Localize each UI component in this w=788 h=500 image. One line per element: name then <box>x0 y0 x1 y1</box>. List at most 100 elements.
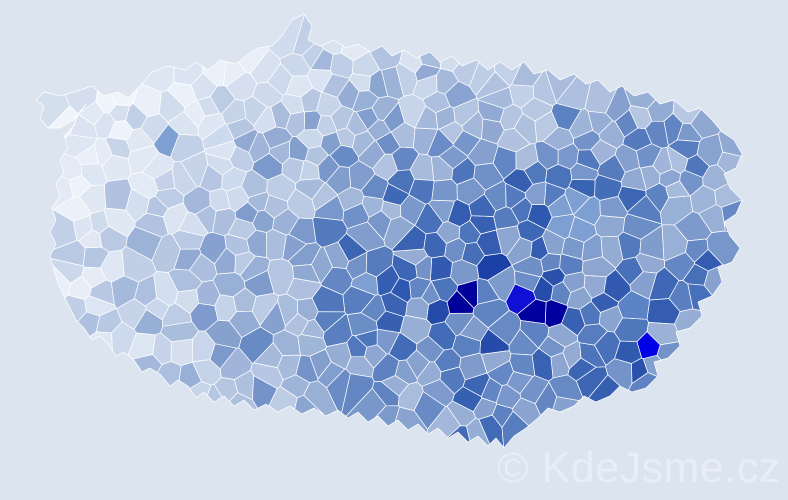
district-region[interactable] <box>414 105 439 130</box>
district-region[interactable] <box>493 61 522 87</box>
district-region[interactable] <box>476 277 500 305</box>
district-region[interactable] <box>111 88 138 107</box>
district-region[interactable] <box>540 253 561 273</box>
district-region[interactable] <box>380 375 410 397</box>
district-region[interactable] <box>374 405 400 427</box>
district-region[interactable] <box>296 297 319 322</box>
district-region[interactable] <box>153 271 179 307</box>
district-region[interactable] <box>192 359 222 386</box>
district-region[interactable] <box>228 310 261 338</box>
district-region[interactable] <box>581 256 617 278</box>
district-region[interactable] <box>330 105 355 132</box>
district-region[interactable] <box>282 233 307 262</box>
district-region[interactable] <box>519 375 550 404</box>
district-region[interactable] <box>206 383 223 403</box>
district-region[interactable] <box>166 82 197 108</box>
district-mid-blue-ne[interactable] <box>564 186 591 215</box>
district-region[interactable] <box>228 392 258 411</box>
district-region[interactable] <box>250 362 284 389</box>
district-region[interactable] <box>452 59 480 87</box>
district-region[interactable] <box>238 326 274 364</box>
district-region[interactable] <box>506 237 533 266</box>
district-region[interactable] <box>458 220 481 245</box>
district-region[interactable] <box>320 39 344 55</box>
district-region[interactable] <box>703 264 726 296</box>
district-region[interactable] <box>94 137 113 167</box>
district-region[interactable] <box>477 86 514 109</box>
district-region[interactable] <box>35 91 71 129</box>
district-region[interactable] <box>63 134 98 158</box>
district-region[interactable] <box>372 153 398 181</box>
district-region[interactable] <box>167 111 199 136</box>
district-region[interactable] <box>225 71 258 102</box>
district-region[interactable] <box>527 204 553 230</box>
district-region[interactable] <box>64 294 87 323</box>
district-region[interactable] <box>195 205 217 234</box>
district-region[interactable] <box>341 373 375 417</box>
district-region[interactable] <box>587 374 621 403</box>
district-region[interactable] <box>234 201 259 224</box>
district-region[interactable] <box>368 69 389 99</box>
district-region[interactable] <box>288 217 317 245</box>
district-region[interactable] <box>297 334 327 357</box>
district-region[interactable] <box>503 168 534 194</box>
district-region[interactable] <box>180 150 209 188</box>
district-region[interactable] <box>597 154 626 183</box>
district-region[interactable] <box>659 168 681 188</box>
district-region[interactable] <box>355 107 379 131</box>
district-region[interactable] <box>496 127 531 153</box>
district-region[interactable] <box>103 207 136 238</box>
district-region[interactable] <box>573 129 601 151</box>
district-region[interactable] <box>171 229 205 250</box>
district-region[interactable] <box>323 241 350 269</box>
district-region[interactable] <box>300 87 322 113</box>
district-region[interactable] <box>268 386 298 413</box>
district-region[interactable] <box>252 209 275 233</box>
district-region[interactable] <box>576 149 601 171</box>
district-region[interactable] <box>189 253 218 283</box>
district-region[interactable] <box>430 255 453 282</box>
district-region[interactable] <box>462 372 490 397</box>
district-region[interactable] <box>447 425 471 443</box>
district-region[interactable] <box>89 331 113 351</box>
district-region[interactable] <box>405 349 430 379</box>
district-region[interactable] <box>656 341 681 361</box>
district-region[interactable] <box>562 340 582 370</box>
district-region[interactable] <box>431 179 458 202</box>
district-region[interactable] <box>645 120 669 149</box>
district-region[interactable] <box>170 338 194 366</box>
district-region[interactable] <box>292 264 321 284</box>
district-region[interactable] <box>72 215 93 242</box>
district-region[interactable] <box>444 80 477 109</box>
district-region[interactable] <box>311 182 338 211</box>
district-region[interactable] <box>472 397 498 420</box>
district-region[interactable] <box>68 174 92 198</box>
district-region[interactable] <box>501 410 530 449</box>
district-region[interactable] <box>320 266 353 296</box>
district-region[interactable] <box>689 184 717 214</box>
district-region[interactable] <box>127 172 159 200</box>
district-region[interactable] <box>423 231 447 259</box>
district-region[interactable] <box>613 317 649 342</box>
district-region[interactable] <box>718 130 743 157</box>
district-region[interactable] <box>414 63 442 82</box>
district-region[interactable] <box>674 308 703 332</box>
district-region[interactable] <box>246 229 268 258</box>
district-region[interactable] <box>365 245 394 278</box>
district-region[interactable] <box>89 279 115 306</box>
district-region[interactable] <box>360 294 386 322</box>
district-region[interactable] <box>226 117 256 140</box>
district-region[interactable] <box>264 194 289 219</box>
district-region[interactable] <box>628 372 658 393</box>
district-region[interactable] <box>439 55 460 72</box>
district-region[interactable] <box>514 270 541 293</box>
district-mid-blue-e[interactable] <box>617 290 651 320</box>
district-region[interactable] <box>594 215 626 238</box>
district-region[interactable] <box>80 163 108 186</box>
district-region[interactable] <box>141 65 175 93</box>
district-region[interactable] <box>48 105 79 139</box>
district-region[interactable] <box>664 252 696 281</box>
district-region[interactable] <box>552 396 580 413</box>
district-mid-blue-ne[interactable] <box>568 216 597 243</box>
